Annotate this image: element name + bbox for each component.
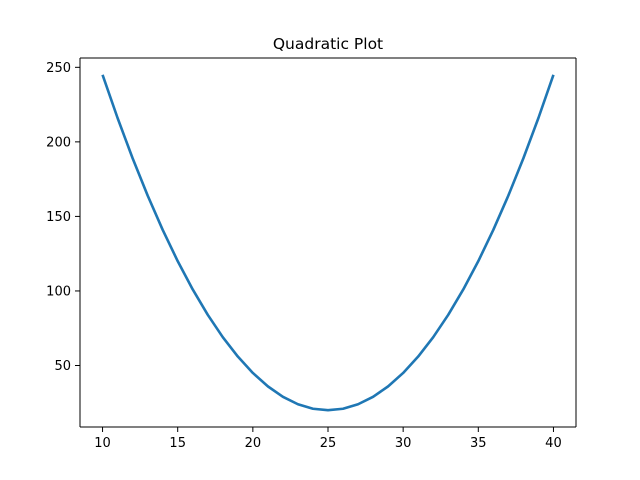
x-tick-label: 30 — [395, 436, 412, 451]
y-tick-label: 200 — [46, 135, 71, 150]
y-tick-label: 50 — [54, 359, 71, 374]
series-line-1 — [101, 74, 555, 412]
y-tick-label: 150 — [46, 210, 71, 225]
chart-title: Quadratic Plot — [273, 35, 383, 53]
x-tick-label: 20 — [245, 436, 262, 451]
y-tick-label: 100 — [46, 284, 71, 299]
x-tick-label: 35 — [470, 436, 487, 451]
plot-area: 10 15 20 25 30 35 40 50 100 150 200 250 — [46, 57, 577, 451]
x-tick-label: 15 — [169, 436, 186, 451]
y-tick-label: 250 — [46, 61, 71, 76]
x-tick-label: 10 — [94, 436, 111, 451]
x-tick-label: 40 — [545, 436, 562, 451]
x-tick-label: 25 — [320, 436, 337, 451]
